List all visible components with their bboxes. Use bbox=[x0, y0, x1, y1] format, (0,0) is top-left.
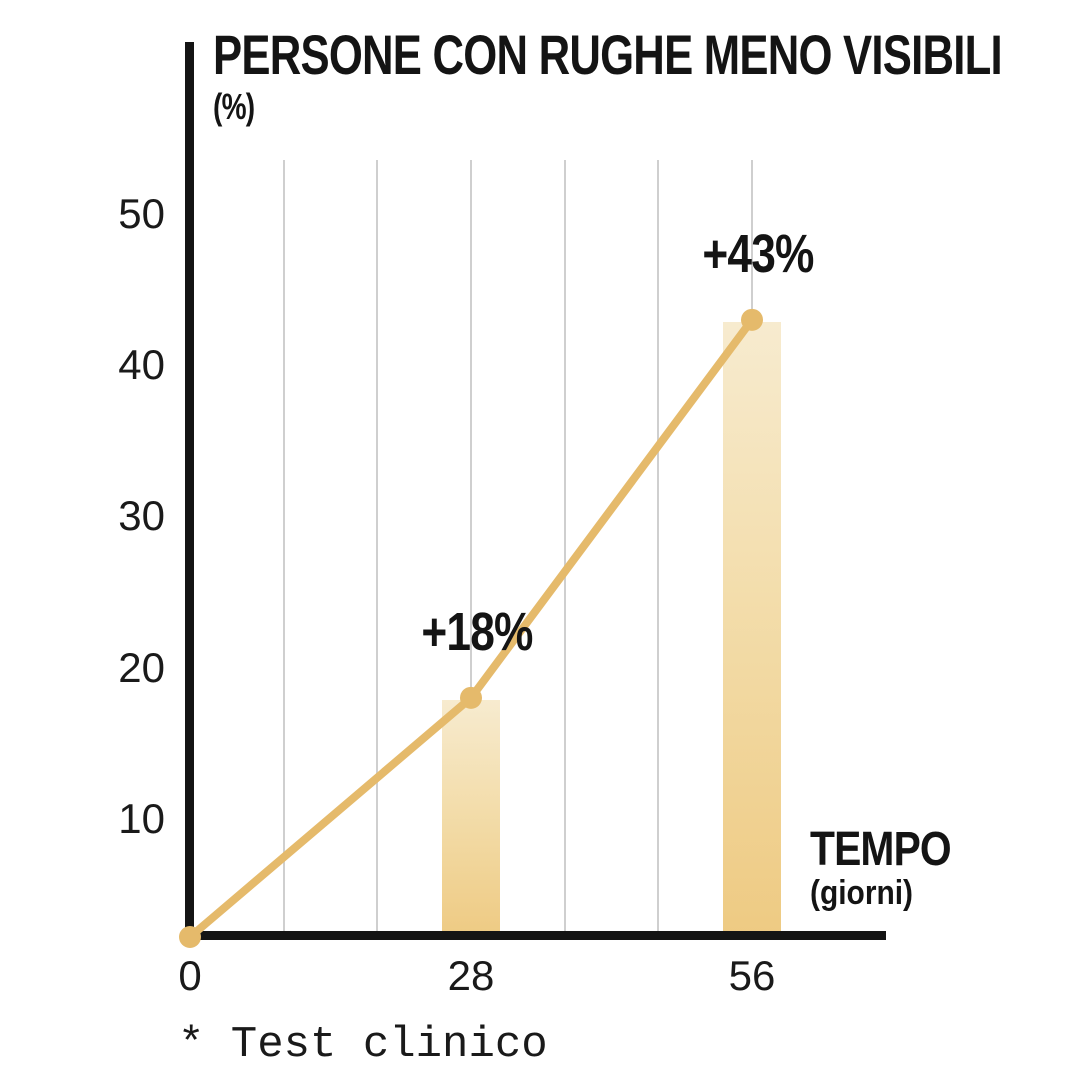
y-tick-label: 30 bbox=[118, 492, 165, 540]
gridline bbox=[657, 160, 660, 935]
gridline bbox=[376, 160, 379, 935]
bar bbox=[723, 321, 781, 940]
gridline bbox=[563, 160, 566, 935]
x-axis-line bbox=[185, 931, 886, 940]
y-tick-label: 40 bbox=[118, 341, 165, 389]
y-tick-label: 50 bbox=[118, 190, 165, 237]
gridline bbox=[282, 160, 285, 935]
y-tick-label: 10 bbox=[118, 794, 165, 842]
point-value-label: +43% bbox=[702, 223, 814, 284]
x-axis-title: TEMPO bbox=[810, 823, 952, 876]
y-axis-unit-label: (%) bbox=[213, 86, 255, 127]
y-tick-label: 20 bbox=[118, 643, 165, 691]
x-tick-label: 0 bbox=[178, 952, 202, 999]
x-tick-label: 28 bbox=[447, 952, 495, 999]
y-axis-line bbox=[185, 42, 194, 940]
point-value-label: +18% bbox=[421, 601, 533, 662]
footnote: * Test clinico bbox=[178, 1020, 548, 1070]
bar bbox=[442, 699, 500, 940]
x-axis-subtitle: (giorni) bbox=[810, 874, 914, 912]
chart-title: PERSONE CON RUGHE MENO VISIBILI bbox=[213, 23, 1003, 86]
x-tick-label: 56 bbox=[728, 952, 776, 999]
